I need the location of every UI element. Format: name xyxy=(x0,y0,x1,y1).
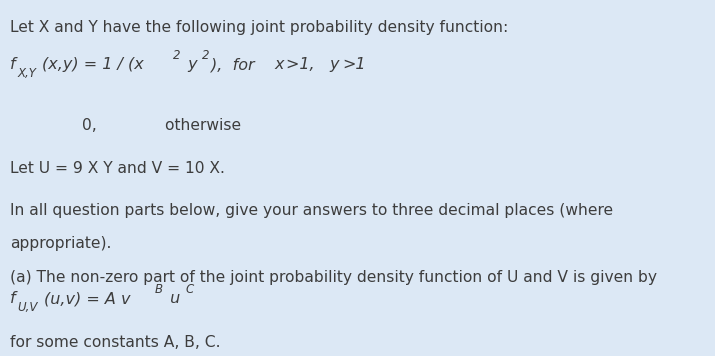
Text: X,Y: X,Y xyxy=(17,67,36,80)
Text: (a) The non-zero part of the joint probability density function of U and V is gi: (a) The non-zero part of the joint proba… xyxy=(10,270,657,285)
Text: f: f xyxy=(10,57,16,72)
Text: 0,              otherwise: 0, otherwise xyxy=(82,118,242,133)
Text: 2: 2 xyxy=(173,49,180,62)
Text: Let X and Y have the following joint probability density function:: Let X and Y have the following joint pro… xyxy=(10,20,508,35)
Text: >1: >1 xyxy=(342,57,365,72)
Text: B: B xyxy=(155,283,163,296)
Text: (u,v) = A v: (u,v) = A v xyxy=(44,291,130,306)
Text: appropriate).: appropriate). xyxy=(10,236,112,251)
Text: u: u xyxy=(165,291,181,306)
Text: U,V: U,V xyxy=(17,301,38,314)
Text: In all question parts below, give your answers to three decimal places (where: In all question parts below, give your a… xyxy=(10,203,613,218)
Text: Let U = 9 X Y and V = 10 X.: Let U = 9 X Y and V = 10 X. xyxy=(10,161,225,176)
Text: x: x xyxy=(274,57,284,72)
Text: C: C xyxy=(185,283,194,296)
Text: y: y xyxy=(182,57,197,72)
Text: for some constants A, B, C.: for some constants A, B, C. xyxy=(10,335,220,350)
Text: >1,: >1, xyxy=(286,57,320,72)
Text: 2: 2 xyxy=(202,49,209,62)
Text: (x,y) = 1 / (x: (x,y) = 1 / (x xyxy=(41,57,144,72)
Text: y: y xyxy=(330,57,340,72)
Text: ),  for: ), for xyxy=(211,57,260,72)
Text: f: f xyxy=(10,291,16,306)
